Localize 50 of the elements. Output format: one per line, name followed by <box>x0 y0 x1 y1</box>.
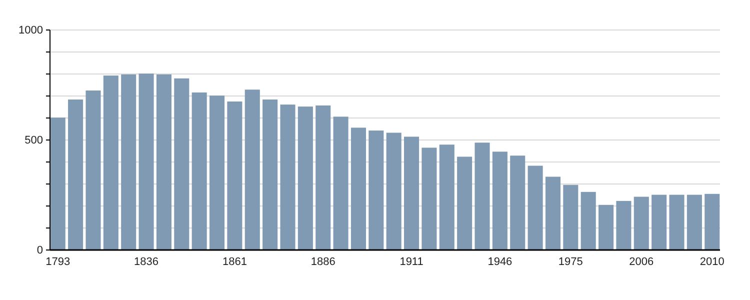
x-tick-label: 1886 <box>310 256 336 268</box>
x-tick-label: 1911 <box>400 256 424 268</box>
x-tick-label: 2006 <box>629 256 654 268</box>
bar <box>298 106 313 250</box>
bar <box>528 166 543 250</box>
bar <box>474 142 490 250</box>
x-tick-label: 1836 <box>134 256 159 268</box>
bar <box>686 194 702 250</box>
bar <box>121 74 136 250</box>
x-tick-label: 1946 <box>488 256 512 268</box>
bar <box>210 96 225 250</box>
bar <box>634 196 649 250</box>
bar <box>50 118 66 250</box>
bar <box>86 90 101 250</box>
bar <box>103 76 118 250</box>
y-tick-label: 500 <box>24 134 43 147</box>
bar <box>704 194 720 250</box>
bar <box>227 102 242 250</box>
bar <box>563 184 578 250</box>
bar <box>350 128 366 250</box>
x-tick-label: 1975 <box>558 256 583 268</box>
bar <box>652 194 667 250</box>
bar <box>174 78 190 250</box>
bar <box>510 156 526 250</box>
bar <box>138 74 154 250</box>
bar <box>368 130 384 250</box>
bar <box>457 156 472 250</box>
bar <box>68 100 84 250</box>
x-tick-label: 1793 <box>46 256 70 268</box>
bar <box>262 100 278 250</box>
y-tick-label: 0 <box>36 244 43 257</box>
bar <box>545 176 560 250</box>
x-tick-label: 1861 <box>222 256 247 268</box>
bar <box>492 152 508 250</box>
bar <box>333 116 348 250</box>
bar <box>422 148 437 250</box>
bar <box>439 144 454 250</box>
bar <box>404 136 420 250</box>
bar <box>244 90 260 250</box>
bar <box>280 104 296 250</box>
bar <box>192 92 207 250</box>
y-tick-label: 1000 <box>18 24 43 37</box>
bar <box>386 132 402 250</box>
bar <box>669 194 684 250</box>
bar <box>598 204 614 250</box>
bar <box>580 192 596 250</box>
x-tick-label: 2010 <box>700 256 724 268</box>
bar <box>316 105 331 250</box>
bar <box>616 200 632 250</box>
bar <box>156 74 172 250</box>
